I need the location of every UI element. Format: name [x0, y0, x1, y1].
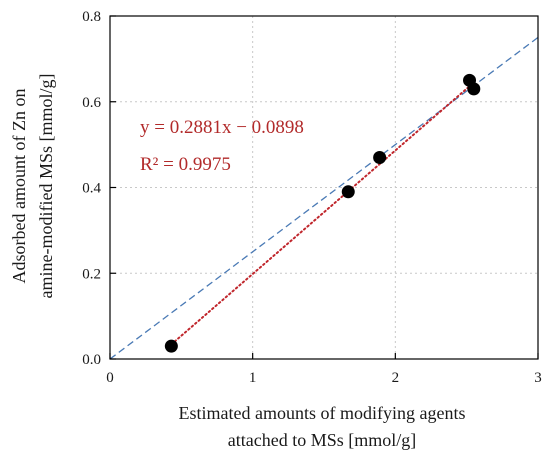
fit-dotted-line: [170, 81, 475, 346]
x-tick-label: 2: [392, 370, 400, 386]
y-tick-label: 0.4: [82, 181, 101, 197]
y-axis-title-line-2: amine-modified MSs [mmol/g]: [36, 74, 56, 299]
fit-line: [170, 81, 475, 346]
y-axis-title-line-1: Adsorbed amount of Zn on: [9, 89, 29, 284]
data-point: [341, 185, 355, 199]
data-point: [164, 339, 178, 353]
x-axis-title-line-1: Estimated amounts of modifying agents: [179, 403, 466, 423]
y-tick-label: 0.0: [82, 352, 101, 368]
reference-line: [109, 36, 539, 360]
y-tick-label: 0.2: [82, 266, 101, 282]
r2-label: R² = 0.9975: [140, 154, 231, 175]
x-axis-ticks: 0 1 2 3: [106, 353, 542, 386]
x-tick-label: 1: [249, 370, 257, 386]
equation-label: y = 0.2881x − 0.0898: [140, 117, 304, 138]
y-tick-label: 0.6: [82, 95, 101, 111]
x-tick-label: 0: [106, 370, 114, 386]
data-point: [373, 150, 387, 164]
reference-dashed-line: [109, 36, 539, 360]
y-tick-label: 0.8: [82, 9, 101, 25]
data-points: [164, 73, 481, 353]
y-axis-ticks: 0.0 0.2 0.4 0.6 0.8: [82, 9, 116, 368]
data-point: [467, 82, 481, 96]
x-tick-label: 3: [534, 370, 542, 386]
grid-lines: [109, 15, 539, 360]
x-axis-title-line-2: attached to MSs [mmol/g]: [228, 430, 416, 450]
plot-frame: [109, 15, 539, 360]
